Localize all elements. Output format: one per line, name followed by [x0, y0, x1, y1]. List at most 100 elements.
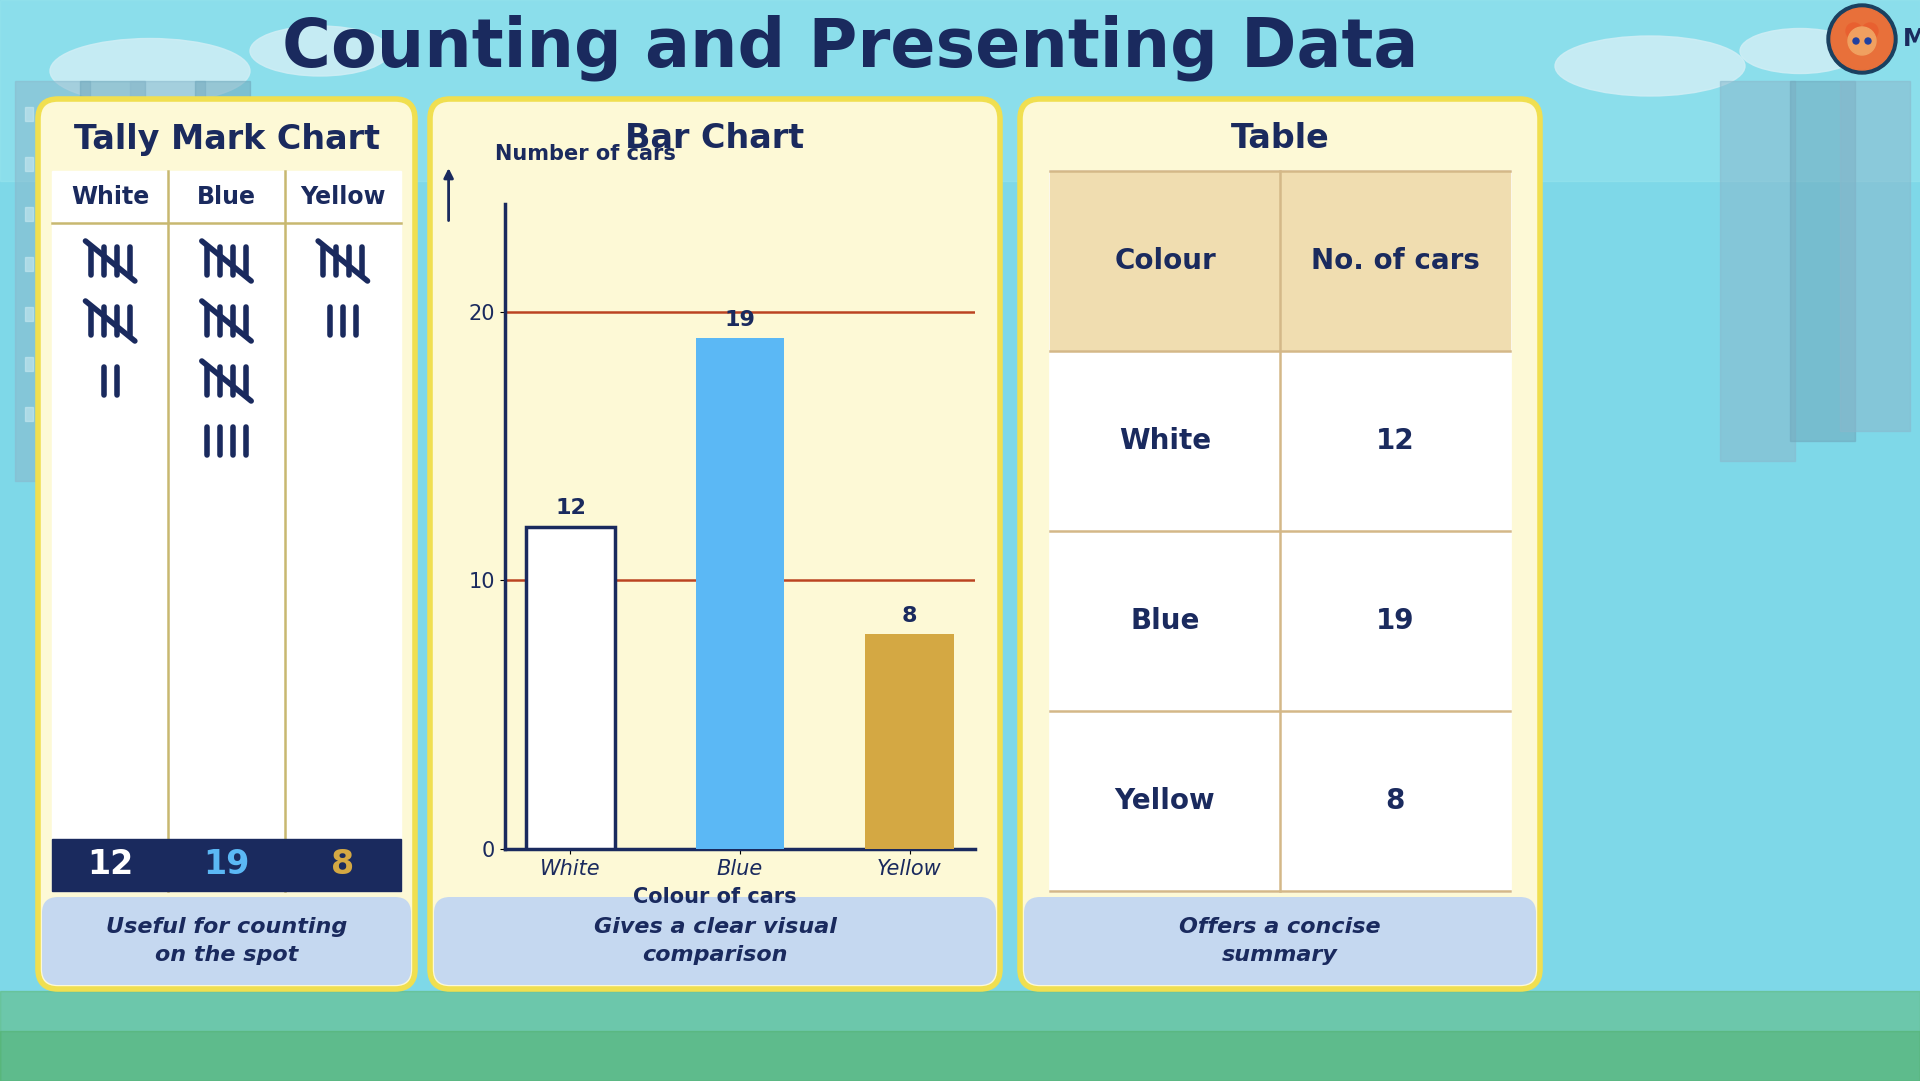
- Bar: [131, 257, 138, 271]
- Text: Maths Angel: Maths Angel: [1903, 27, 1920, 51]
- Text: 19: 19: [1377, 608, 1415, 635]
- Bar: [52, 839, 401, 891]
- Text: Useful for counting
on the spot: Useful for counting on the spot: [106, 917, 348, 965]
- Bar: [81, 81, 146, 461]
- Bar: [65, 307, 73, 321]
- Text: Table: Table: [1231, 122, 1329, 156]
- Bar: [205, 257, 213, 271]
- Bar: [25, 206, 33, 221]
- Bar: [225, 157, 232, 171]
- Bar: [65, 157, 73, 171]
- Bar: [866, 633, 954, 849]
- Bar: [1050, 171, 1509, 891]
- Bar: [44, 408, 54, 421]
- Bar: [131, 206, 138, 221]
- Bar: [90, 157, 98, 171]
- Bar: [65, 206, 73, 221]
- Circle shape: [1828, 4, 1897, 74]
- Circle shape: [1847, 27, 1876, 55]
- Bar: [44, 357, 54, 371]
- Bar: [205, 307, 213, 321]
- Ellipse shape: [1740, 28, 1860, 74]
- FancyBboxPatch shape: [430, 99, 1000, 989]
- Bar: [65, 408, 73, 421]
- Circle shape: [1845, 23, 1862, 39]
- Ellipse shape: [1555, 36, 1745, 96]
- Text: Bar Chart: Bar Chart: [626, 122, 804, 156]
- Bar: [109, 357, 117, 371]
- Bar: [0, 991, 1920, 1081]
- Bar: [131, 107, 138, 121]
- Text: 12: 12: [1377, 427, 1415, 455]
- Bar: [695, 338, 783, 849]
- Circle shape: [1864, 38, 1870, 44]
- Bar: [159, 157, 169, 171]
- Bar: [159, 206, 169, 221]
- Text: Colour: Colour: [1114, 246, 1215, 275]
- Bar: [25, 107, 33, 121]
- Text: White: White: [1119, 427, 1212, 455]
- Bar: [90, 257, 98, 271]
- Circle shape: [1853, 38, 1859, 44]
- Bar: [1720, 81, 1795, 461]
- Text: 12: 12: [555, 498, 586, 519]
- Bar: [140, 157, 148, 171]
- Bar: [1050, 531, 1509, 711]
- Bar: [159, 307, 169, 321]
- Text: Gives a clear visual
comparison: Gives a clear visual comparison: [593, 917, 837, 965]
- Text: 12: 12: [86, 849, 132, 881]
- Bar: [140, 257, 148, 271]
- Text: White: White: [71, 185, 150, 209]
- Bar: [44, 157, 54, 171]
- Bar: [25, 408, 33, 421]
- Bar: [180, 107, 188, 121]
- Text: Colour of cars: Colour of cars: [634, 888, 797, 907]
- Bar: [205, 157, 213, 171]
- Bar: [180, 257, 188, 271]
- Bar: [1050, 351, 1509, 531]
- Bar: [0, 0, 1920, 181]
- Text: Yellow: Yellow: [300, 185, 386, 209]
- Bar: [140, 107, 148, 121]
- Bar: [180, 307, 188, 321]
- Text: 8: 8: [902, 606, 918, 626]
- Bar: [205, 357, 213, 371]
- Circle shape: [1862, 23, 1878, 39]
- Bar: [1050, 171, 1509, 891]
- Bar: [131, 157, 138, 171]
- Bar: [196, 81, 250, 431]
- FancyBboxPatch shape: [42, 897, 411, 985]
- Bar: [159, 107, 169, 121]
- Text: 19: 19: [724, 310, 755, 331]
- Text: Number of cars: Number of cars: [495, 144, 676, 164]
- Bar: [1050, 171, 1509, 351]
- Bar: [131, 357, 138, 371]
- Bar: [526, 526, 614, 849]
- Bar: [90, 307, 98, 321]
- Bar: [25, 357, 33, 371]
- Bar: [0, 1031, 1920, 1081]
- Bar: [180, 157, 188, 171]
- Bar: [225, 107, 232, 121]
- Bar: [44, 107, 54, 121]
- Bar: [159, 257, 169, 271]
- Bar: [140, 357, 148, 371]
- Bar: [109, 206, 117, 221]
- Bar: [109, 257, 117, 271]
- Text: Offers a concise
summary: Offers a concise summary: [1179, 917, 1380, 965]
- Text: 8: 8: [332, 849, 355, 881]
- Text: 19: 19: [204, 849, 250, 881]
- Bar: [65, 257, 73, 271]
- Bar: [52, 171, 401, 891]
- Text: Tally Mark Chart: Tally Mark Chart: [73, 122, 380, 156]
- Ellipse shape: [50, 39, 250, 104]
- Bar: [90, 107, 98, 121]
- Circle shape: [1832, 8, 1893, 70]
- Bar: [180, 357, 188, 371]
- Text: Blue: Blue: [198, 185, 255, 209]
- Text: Counting and Presenting Data: Counting and Presenting Data: [282, 15, 1419, 81]
- Bar: [109, 107, 117, 121]
- Bar: [90, 357, 98, 371]
- Bar: [1789, 81, 1855, 441]
- FancyBboxPatch shape: [1023, 897, 1536, 985]
